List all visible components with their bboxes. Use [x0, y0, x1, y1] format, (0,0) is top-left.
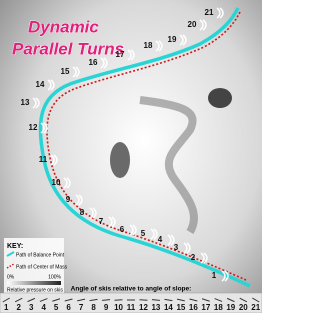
- path-label: 15: [61, 67, 70, 76]
- path-label: 3: [174, 243, 179, 252]
- bottom-number: 10: [114, 303, 123, 312]
- infographic: Dynamic Parallel Turns 12345678910111213…: [0, 0, 262, 313]
- bottom-number: 16: [189, 303, 198, 312]
- bottom-number: 13: [151, 303, 160, 312]
- path-label: 13: [21, 98, 30, 107]
- path-label: 6: [120, 225, 125, 234]
- bottom-number: 21: [251, 303, 260, 312]
- path-label: 19: [168, 35, 177, 44]
- scale-min: 0%: [7, 274, 15, 280]
- path-label: 9: [66, 195, 71, 204]
- path-label: 2: [191, 253, 196, 262]
- path-label: 11: [39, 155, 48, 164]
- bottom-number: 5: [54, 303, 59, 312]
- bottom-number: 14: [164, 303, 173, 312]
- bottom-number: 20: [239, 303, 248, 312]
- path-label: 5: [141, 229, 146, 238]
- path-label: 8: [80, 208, 85, 217]
- bottom-number: 19: [226, 303, 235, 312]
- key-item: Path of Center of Mass: [16, 264, 68, 270]
- bottom-number: 12: [139, 303, 148, 312]
- scale-max: 100%: [48, 274, 61, 280]
- bottom-number: 6: [66, 303, 71, 312]
- bottom-number: 8: [91, 303, 96, 312]
- path-label: 4: [158, 235, 163, 244]
- bottom-number: 2: [16, 303, 21, 312]
- path-label: 1: [212, 271, 217, 280]
- bottom-number: 11: [127, 303, 136, 312]
- title-line: Dynamic: [28, 17, 99, 36]
- path-label: 21: [205, 8, 214, 17]
- bottom-number: 9: [104, 303, 109, 312]
- bottom-number: 15: [176, 303, 185, 312]
- bottom-number: 18: [214, 303, 223, 312]
- scale-caption: Relative pressure on skis: [7, 287, 63, 293]
- path-label: 12: [29, 123, 38, 132]
- bottom-number: 17: [201, 303, 210, 312]
- path-label: 20: [188, 20, 197, 29]
- bottom-number: 3: [29, 303, 34, 312]
- path-label: 10: [52, 178, 61, 187]
- bottom-number: 4: [41, 303, 46, 312]
- bottom-number: 1: [4, 303, 9, 312]
- pressure-scale: [7, 281, 61, 285]
- bottom-number: 7: [79, 303, 84, 312]
- bottom-caption: Angle of skis relative to angle of slope…: [71, 286, 192, 293]
- path-label: 7: [99, 217, 104, 226]
- title-line: Parallel Turns: [12, 39, 124, 58]
- path-label: 18: [144, 41, 153, 50]
- path-label: 17: [116, 50, 125, 59]
- path-label: 16: [89, 58, 98, 67]
- key-heading: KEY:: [7, 243, 23, 250]
- path-label: 14: [36, 80, 45, 89]
- key-item: Path of Balance Point: [16, 252, 65, 258]
